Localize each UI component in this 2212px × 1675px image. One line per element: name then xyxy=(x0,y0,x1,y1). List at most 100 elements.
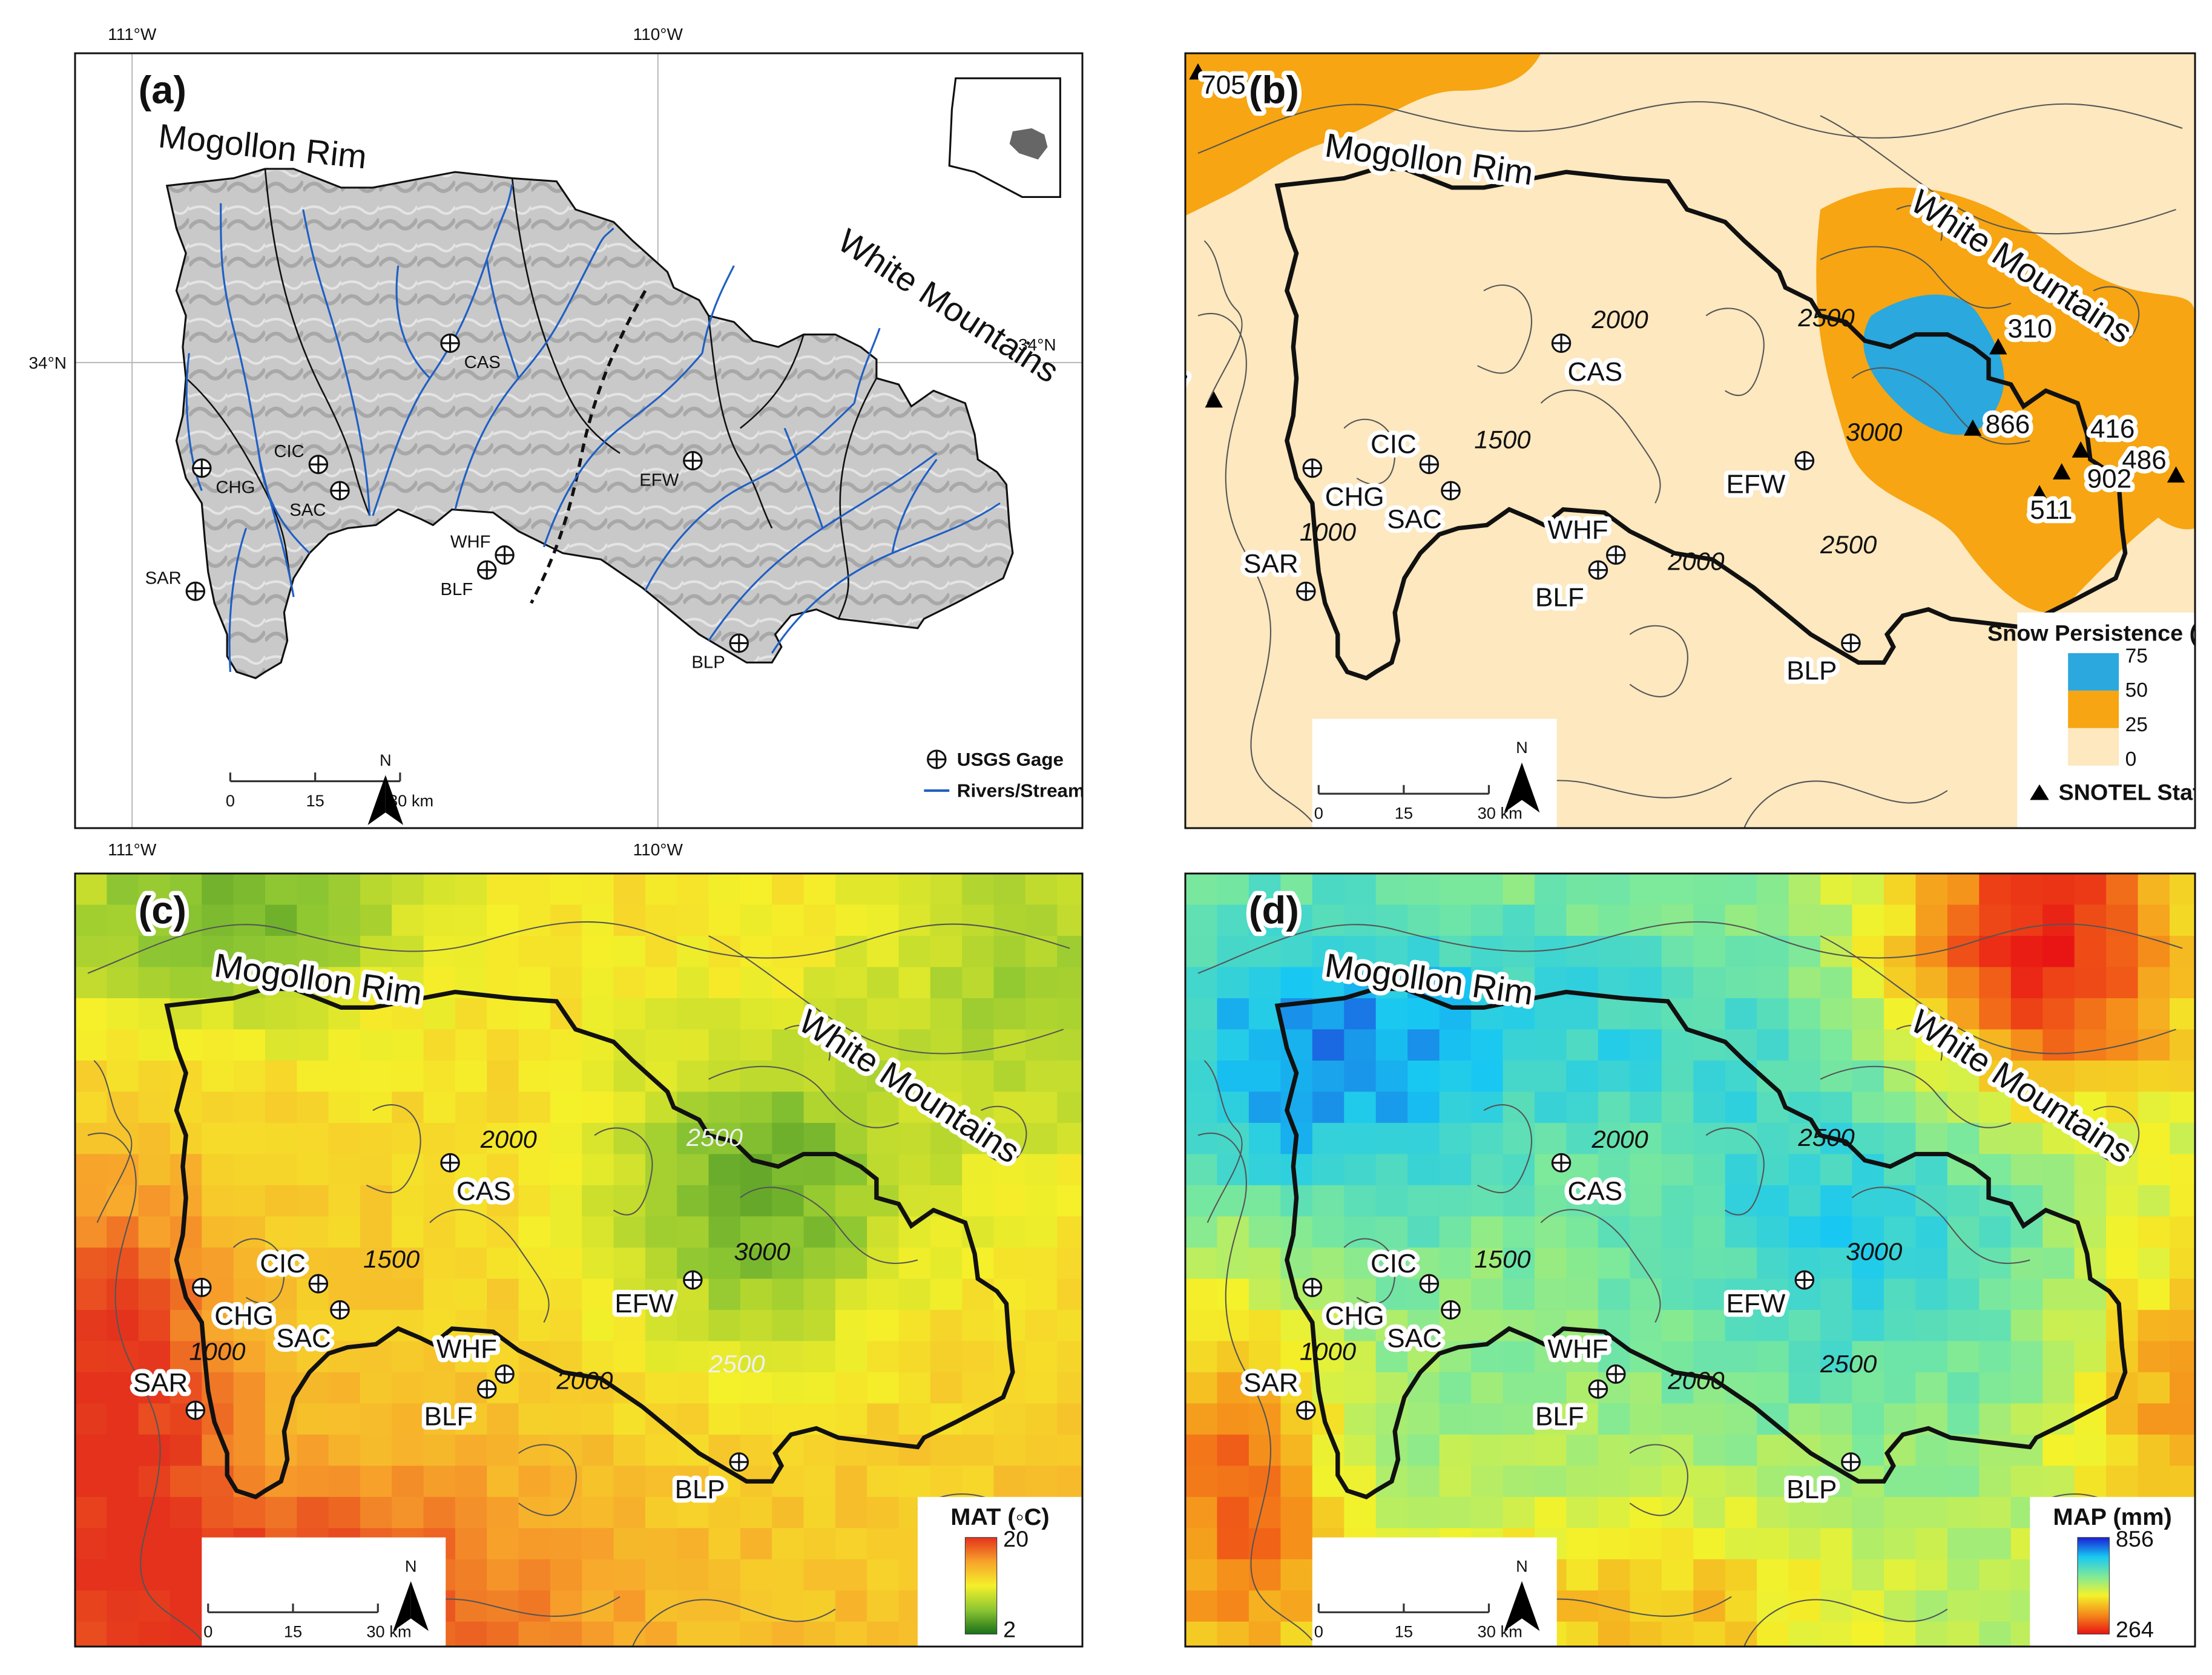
elevation-contour xyxy=(740,1186,918,1264)
snotel-label-866: 866 xyxy=(1986,410,2030,439)
snotel-label-416: 416 xyxy=(2090,414,2135,444)
sub-basin-divide xyxy=(264,168,370,516)
usgs-gage-icon xyxy=(192,458,212,478)
gage-label-whf: WHF xyxy=(1547,1335,1608,1364)
river-line xyxy=(891,459,938,554)
legend-tick: 50 xyxy=(2125,679,2148,702)
dashed-boundary xyxy=(530,289,647,604)
usgs-gage-icon xyxy=(683,1270,703,1290)
basin-outline xyxy=(1274,166,2128,681)
snotel-label-902: 902 xyxy=(2087,464,2131,494)
contour-label: 2500 xyxy=(1797,1123,1854,1151)
graticule-label-left-34n: 34°N xyxy=(28,354,67,372)
elevation-contour xyxy=(1820,1065,2012,1128)
contour-label: 2000 xyxy=(556,1366,613,1395)
contour-label: 2500 xyxy=(1820,1349,1877,1378)
legend-color-ramp xyxy=(964,1537,998,1634)
panel-b-frame xyxy=(1184,52,2196,829)
elevation-contour xyxy=(708,935,1064,1055)
legend-title: Snow Persistence (%) xyxy=(1987,620,2212,646)
contour-label: 2000 xyxy=(1591,306,1648,334)
gage-label-sac: SAC xyxy=(1387,1324,1442,1354)
scale-bar-tick: 0 xyxy=(1314,1623,1323,1641)
elevation-contour xyxy=(518,1444,577,1516)
elevation-contour xyxy=(594,1127,653,1216)
elevation-contour xyxy=(1705,308,1765,397)
usgs-gage-icon xyxy=(440,333,460,353)
contour-label: 2500 xyxy=(1797,303,1854,332)
river-line xyxy=(771,502,1001,654)
elevation-contour xyxy=(1477,1104,1532,1194)
contour-label: 2000 xyxy=(1591,1125,1648,1153)
graticule-label-bottom-110w: 110°W xyxy=(633,840,683,859)
panel-d-frame xyxy=(1184,872,2196,1648)
gage-label-cic: CIC xyxy=(260,1249,306,1278)
elevation-contour xyxy=(1203,1060,1243,1223)
legend-snotel-icon xyxy=(2030,784,2049,800)
scale-bar-tick: 15 xyxy=(284,1623,302,1641)
sub-basin-divide xyxy=(511,178,620,454)
elevation-contour xyxy=(1197,921,2183,974)
elevation-contour xyxy=(1629,625,1688,697)
panel-c-frame xyxy=(74,872,1084,1648)
north-arrow-left-icon xyxy=(1504,1581,1522,1631)
usgs-gage-icon xyxy=(1841,633,1861,653)
gage-label-chg: CHG xyxy=(216,478,255,498)
usgs-gage-icon xyxy=(729,633,749,653)
gage-label-cas: CAS xyxy=(464,353,501,372)
river-line xyxy=(486,259,520,379)
elevation-contour xyxy=(708,1065,899,1128)
elevation-contour xyxy=(1851,1186,2030,1264)
snotel-label-486: 486 xyxy=(2122,446,2166,475)
usgs-gage-icon xyxy=(330,481,350,501)
gage-label-blp: BLP xyxy=(691,653,725,673)
legend-c: MAT (◦C)20 2 xyxy=(917,1496,1082,1647)
panel-a-frame xyxy=(74,52,1084,829)
legend-swatch-25 xyxy=(2068,728,2119,766)
gage-label-sac: SAC xyxy=(276,1325,331,1354)
elevation-contour xyxy=(1629,1444,1688,1516)
basin-outline xyxy=(1274,986,2128,1499)
gage-label-blf: BLF xyxy=(1535,583,1584,613)
legend-color-ramp xyxy=(2077,1537,2110,1634)
usgs-gage-icon xyxy=(477,1379,497,1399)
scale-bar-tick: 0 xyxy=(203,1623,212,1641)
river-line xyxy=(853,327,881,404)
gage-label-blf: BLF xyxy=(441,580,473,599)
legend-title: MAT (◦C) xyxy=(950,1504,1049,1530)
arizona-outline xyxy=(948,77,1061,198)
usgs-gage-icon xyxy=(1296,1400,1316,1420)
gage-label-cas: CAS xyxy=(456,1177,511,1206)
legend-gage-label: USGS Gage xyxy=(957,749,1064,770)
snotel-triangle-icon xyxy=(1189,63,1207,80)
river-line xyxy=(708,452,938,642)
gage-label-sar: SAR xyxy=(145,569,182,588)
sub-basin-divide xyxy=(837,378,878,619)
gage-label-sar: SAR xyxy=(133,1369,188,1398)
gage-label-efw: EFW xyxy=(1726,1289,1786,1318)
gage-label-whf: WHF xyxy=(436,1335,497,1364)
graticule-label-top-110w: 110°W xyxy=(633,25,683,44)
river-line xyxy=(542,352,703,547)
gage-label-whf: WHF xyxy=(450,533,491,552)
gage-label-sac: SAC xyxy=(289,501,326,520)
scale-box xyxy=(202,1537,446,1647)
snow-zone-white-mountains xyxy=(1816,187,2195,613)
contour-label: 3000 xyxy=(1846,418,1902,446)
scale-box xyxy=(1312,719,1557,828)
snotel-triangle-icon xyxy=(2030,485,2049,502)
gage-label-cas: CAS xyxy=(1568,357,1623,387)
elevation-contour xyxy=(1820,115,2176,235)
usgs-gage-icon xyxy=(1302,458,1323,478)
gage-label-cas: CAS xyxy=(1568,1177,1623,1206)
elevation-contour xyxy=(1540,389,1661,504)
usgs-gage-icon xyxy=(729,1452,749,1472)
elevation-contour xyxy=(1851,367,2030,445)
north-arrow-left-icon xyxy=(393,1581,411,1631)
